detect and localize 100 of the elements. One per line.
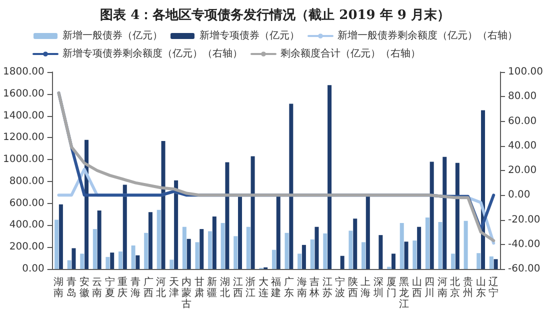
bar: [144, 232, 148, 269]
y-tick-label: 1000.00: [2, 154, 44, 166]
y-tick-label: 1800.00: [2, 66, 44, 78]
x-tick-label: 大连: [258, 276, 268, 299]
bar: [250, 156, 255, 269]
bar: [400, 223, 404, 269]
y2-tick-label: 0.00: [508, 190, 530, 201]
legend-label: 新增专项债券剩余额度（亿元）（右轴）: [62, 48, 242, 60]
bar: [391, 254, 396, 269]
bar: [54, 220, 59, 269]
bar: [412, 240, 417, 269]
bar: [225, 162, 230, 269]
x-tick-label: 甘肃: [194, 276, 204, 299]
bar: [186, 238, 191, 269]
bar: [156, 210, 161, 269]
bar: [494, 259, 498, 269]
bar: [58, 204, 63, 269]
bar: [182, 226, 186, 269]
y-tick-label: 1600.00: [2, 88, 44, 100]
legend-label: 新增一般债券（亿元）: [62, 30, 162, 42]
bar: [131, 245, 136, 269]
x-tick-label: 山西: [412, 276, 422, 299]
x-tick-label: 北京: [450, 276, 460, 299]
bar: [67, 260, 72, 269]
bar: [404, 242, 408, 269]
bar: [314, 226, 319, 269]
bar: [174, 180, 178, 269]
y-tick-label: 1200.00: [2, 132, 44, 144]
x-tick-label: 上海: [360, 276, 371, 299]
x-tick-label: 山东: [476, 276, 486, 299]
bar: [106, 256, 110, 269]
x-tick-label: 广西: [143, 276, 154, 299]
bar: [464, 220, 468, 269]
x-tick-label: 深圳: [372, 276, 384, 299]
bar: [451, 254, 456, 269]
bar: [136, 255, 140, 269]
bar: [195, 242, 200, 269]
y-tick-label: 800.00: [9, 176, 44, 187]
bar: [246, 226, 250, 269]
x-tick-label: 青岛: [66, 276, 77, 299]
x-tick-label: 江苏: [322, 276, 332, 299]
x-tick-label: 海南: [296, 276, 307, 299]
y2-tick-label: 80.00: [508, 91, 537, 102]
bar: [455, 162, 460, 269]
bar: [161, 140, 166, 269]
x-tick-label: 浙江: [246, 276, 256, 299]
bar: [302, 244, 306, 269]
bar: [72, 248, 76, 269]
bar: [425, 218, 430, 269]
y2-tick-label: -20.00: [508, 214, 540, 226]
bar: [442, 156, 447, 269]
x-tick-label: 贵州: [463, 276, 474, 299]
y2-tick-label: -40.00: [508, 238, 540, 250]
x-tick-label: 新疆: [207, 276, 218, 299]
bar: [284, 232, 289, 269]
y-tick-label: 0.00: [22, 264, 44, 274]
bar: [353, 218, 358, 269]
legend-label: 新增一般债券剩余额度（亿元）（右轴）: [338, 30, 518, 42]
x-tick-label: 重庆: [118, 276, 128, 299]
bar: [212, 216, 216, 269]
bar: [148, 212, 152, 269]
bar: [170, 260, 174, 269]
bar: [110, 252, 114, 269]
y-tick-label: 600.00: [9, 198, 44, 209]
x-tick-label: 宁波: [335, 276, 346, 299]
legend-label: 剩余额度合计（亿元）（右轴）: [280, 48, 420, 60]
y2-tick-label: 100.00: [508, 66, 543, 78]
x-tick-label: 陕西: [348, 276, 358, 299]
bar: [118, 251, 122, 269]
bar: [80, 254, 84, 269]
x-tick-label: 黑龙江: [399, 277, 410, 310]
bar: [348, 230, 353, 269]
x-tick-label: 云南: [92, 277, 102, 299]
x-tick-label: 江西: [232, 276, 243, 299]
y-tick-label: 200.00: [9, 242, 44, 253]
bar: [310, 239, 314, 269]
x-tick-label: 天津: [168, 277, 179, 299]
x-tick-label: 湖北: [220, 276, 230, 299]
x-tick-label: 青海: [130, 276, 140, 299]
bar: [362, 242, 366, 269]
bar: [298, 254, 302, 269]
bar: [238, 196, 242, 269]
bar: [323, 233, 328, 269]
bar: [417, 226, 422, 269]
y2-tick-label: 40.00: [508, 140, 537, 152]
legend-label: 新增专项债券（亿元）: [200, 30, 300, 42]
y2-tick-label: -60.00: [508, 264, 540, 274]
bar: [489, 256, 494, 269]
x-tick-label: 厦门: [386, 277, 396, 299]
bar: [200, 229, 204, 269]
bar: [208, 231, 212, 269]
x-tick-label: 河北: [156, 276, 166, 299]
x-tick-label: 湖南: [54, 276, 64, 299]
x-tick-label: 广东: [284, 276, 294, 299]
y2-tick-label: 60.00: [508, 116, 537, 127]
bar: [97, 210, 102, 269]
bar: [378, 235, 383, 269]
y2-tick-label: 20.00: [508, 165, 537, 176]
bar: [220, 223, 225, 269]
x-tick-label: 辽宁: [488, 276, 499, 299]
